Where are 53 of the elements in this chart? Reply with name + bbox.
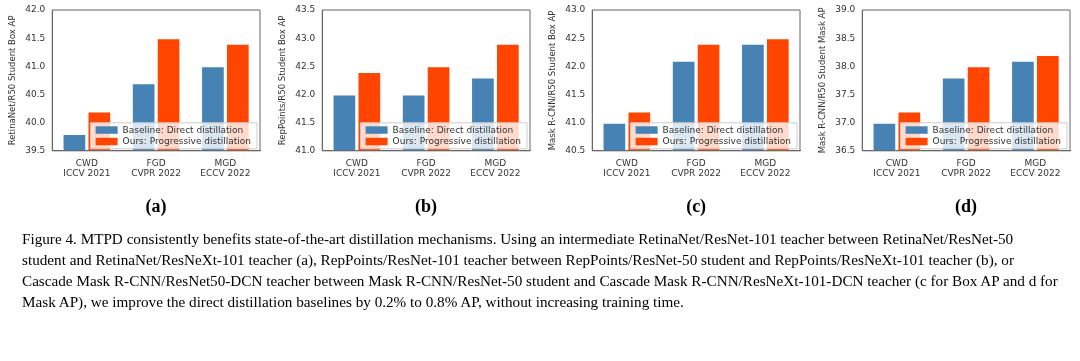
x-tick-label: MGD ECCV 2022 [1010, 157, 1061, 179]
y-tick-label: 41.0 [25, 60, 46, 71]
y-tick-label: 40.5 [565, 145, 586, 156]
caption: Figure 4. MTPD consistently benefits state-of-the-art distillation mechanisms. Using an intermediate RetinaNet/ResNet-101 teacher between RetinaNet/ResNet-50 student and RetinaNet/ResNeXt-101 teacher (a), RepPoints/ResNet-101 teacher between RepPoints/ResNet-50 student and RepPoints/ResNeXt-101 teacher (b), or Cascade Mask R-CNN/ResNet50-DCN teacher between Mask R-CNN/ResNet-50 student and Cascade Mask R-CNN/ResNeXt-101-DCN teacher (c for Box AP and d for Mask AP), we improve the direct distillation baselines by 0.2% to 0.8% AP, without increasing training time. [22, 229, 1058, 312]
y-tick-label: 42.5 [295, 60, 316, 71]
y-axis-title: RetinaNet/R50 Student Box AP [7, 15, 18, 146]
legend-label: Ours: Progressive distillation [932, 136, 1061, 147]
y-tick-label: 41.0 [565, 116, 586, 127]
legend-label: Ours: Progressive distillation [392, 136, 521, 147]
x-tick-label: FGD CVPR 2022 [131, 157, 182, 179]
y-tick-label: 40.0 [25, 116, 46, 127]
x-tick-label: MGD ECCV 2022 [740, 157, 791, 179]
x-tick-label: MGD ECCV 2022 [470, 157, 521, 179]
x-tick-label: CWD ICCV 2021 [333, 157, 381, 179]
y-tick-label: 42.0 [565, 60, 586, 71]
x-axis-title: (d) [955, 195, 978, 217]
y-tick-label: 39.5 [25, 145, 46, 156]
y-axis-title: Mask R-CNN/R50 Student Box AP [547, 10, 558, 151]
y-tick-label: 42.0 [295, 88, 316, 99]
x-tick-label: CWD ICCV 2021 [603, 157, 651, 179]
y-tick-label: 41.5 [565, 88, 586, 99]
y-tick-label: 42.5 [565, 32, 586, 43]
x-axis-title: (b) [415, 195, 438, 217]
y-tick-label: 41.5 [295, 116, 316, 127]
x-axis-title: (a) [145, 195, 167, 217]
y-tick-label: 37.0 [835, 116, 856, 127]
y-tick-label: 43.0 [295, 32, 316, 43]
y-tick-label: 43.5 [295, 4, 316, 15]
x-axis-title: (c) [686, 195, 707, 217]
y-tick-label: 38.0 [835, 60, 856, 71]
y-tick-label: 37.5 [835, 88, 856, 99]
x-tick-label: FGD CVPR 2022 [941, 157, 992, 179]
y-tick-label: 38.5 [835, 32, 856, 43]
y-tick-label: 40.5 [25, 88, 46, 99]
y-tick-label: 42.0 [25, 4, 46, 15]
y-tick-label: 36.5 [835, 145, 856, 156]
y-tick-label: 43.0 [565, 4, 586, 15]
legend-label: Ours: Progressive distillation [662, 136, 791, 147]
x-tick-label: FGD CVPR 2022 [401, 157, 452, 179]
legend-label: Baseline: Direct distillation [932, 124, 1054, 135]
legend-label: Baseline: Direct distillation [392, 124, 514, 135]
legend-label: Ours: Progressive distillation [122, 136, 251, 147]
x-tick-label: CWD ICCV 2021 [873, 157, 921, 179]
y-tick-label: 39.0 [835, 4, 856, 15]
y-tick-label: 41.5 [25, 32, 46, 43]
legend-label: Baseline: Direct distillation [662, 124, 784, 135]
y-axis-title: Mask R-CNN/R50 Student Mask AP [817, 7, 828, 154]
x-tick-label: CWD ICCV 2021 [63, 157, 111, 179]
y-tick-label: 41.0 [295, 145, 316, 156]
legend-label: Baseline: Direct distillation [122, 124, 244, 135]
x-tick-label: FGD CVPR 2022 [671, 157, 722, 179]
x-tick-label: MGD ECCV 2022 [200, 157, 251, 179]
y-axis-title: RepPoints/R50 Student Box AP [277, 15, 288, 146]
